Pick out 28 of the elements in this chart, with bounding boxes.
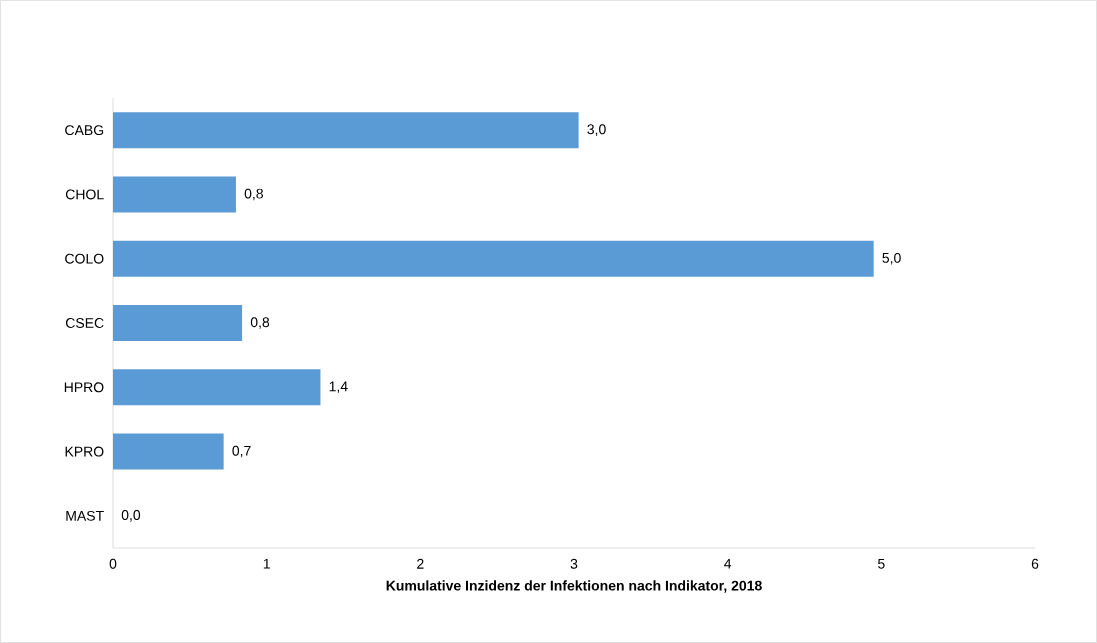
bar (113, 240, 874, 277)
data-label: 0,7 (232, 445, 251, 458)
x-tick-label: 4 (724, 558, 732, 569)
bar (113, 176, 236, 213)
data-label: 5,0 (882, 252, 901, 265)
data-label: 0,8 (244, 188, 263, 201)
data-label: 0,8 (250, 317, 270, 329)
x-tick-label: 3 (570, 558, 578, 569)
x-axis-title: Kumulative Inzidenz der Infektionen nach Indikator, 2018 (386, 580, 762, 593)
bar (113, 433, 224, 470)
data-label: 1,4 (329, 381, 348, 394)
bar (113, 369, 321, 406)
x-tick-label: 5 (878, 558, 885, 569)
y-tick-label: MAST (66, 510, 104, 521)
y-tick-label: CABG (65, 125, 104, 136)
x-tick-label: 0 (109, 558, 117, 569)
bar (113, 305, 243, 341)
y-tick-label: HPRO (64, 382, 104, 393)
y-tick-label: CSEC (65, 318, 104, 328)
x-tick-label: 6 (1031, 558, 1039, 569)
data-label: 3,0 (587, 124, 606, 136)
x-tick-label: 1 (263, 558, 270, 569)
bar (113, 112, 579, 149)
y-tick-label: COLO (65, 253, 104, 264)
y-tick-label: CHOL (65, 189, 104, 200)
data-label: 0,0 (121, 510, 141, 522)
x-tick-label: 2 (417, 558, 424, 569)
y-tick-label: KPRO (65, 446, 104, 457)
